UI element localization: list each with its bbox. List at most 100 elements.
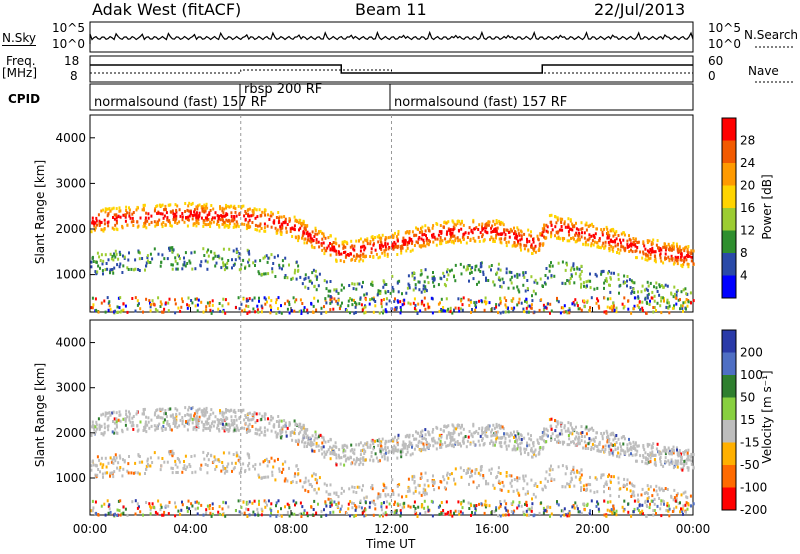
power-point (577, 228, 580, 232)
power-point (161, 224, 164, 228)
velocity-point (532, 444, 535, 448)
power-point (222, 297, 225, 301)
power-point (255, 208, 258, 212)
velocity-point (103, 422, 106, 426)
power-point (157, 296, 160, 300)
power-point (689, 291, 692, 295)
velocity-point (528, 443, 531, 447)
velocity-point (671, 510, 674, 513)
power-point (119, 253, 122, 256)
velocity-point (423, 483, 426, 487)
power-point (314, 274, 317, 278)
velocity-point (458, 423, 461, 427)
velocity-point (586, 487, 588, 491)
power-point (355, 253, 358, 257)
velocity-point (156, 424, 159, 428)
velocity-point (606, 508, 609, 512)
velocity-point (154, 411, 157, 415)
power-point (580, 282, 583, 286)
velocity-point (594, 476, 597, 480)
velocity-point (583, 440, 586, 444)
power-point (166, 257, 169, 261)
velocity-point (307, 441, 310, 445)
power-point (211, 299, 214, 303)
power-point (358, 282, 361, 286)
power-point (636, 304, 639, 308)
power-point (160, 302, 163, 306)
velocity-point (417, 483, 420, 487)
power-point (264, 255, 266, 259)
power-point (646, 253, 649, 257)
power-point (544, 282, 547, 286)
power-point (499, 301, 502, 305)
power-point (218, 225, 221, 229)
power-point (264, 272, 267, 276)
power-point (406, 243, 409, 247)
power-point (542, 303, 545, 307)
power-point (453, 308, 455, 312)
power-point (408, 241, 411, 245)
velocity-point (256, 507, 259, 511)
power-point (468, 264, 471, 268)
power-point (481, 222, 484, 226)
velocity-point (460, 431, 463, 435)
velocity-point (93, 428, 96, 432)
velocity-point (122, 458, 124, 462)
velocity-point (670, 458, 673, 462)
velocity-point (269, 418, 272, 422)
velocity-point (670, 451, 673, 455)
power-point (200, 260, 203, 264)
velocity-point (471, 469, 474, 473)
velocity-point (225, 410, 228, 414)
velocity-point (622, 442, 625, 446)
power-point (556, 298, 559, 302)
power-point (127, 268, 130, 271)
power-point (302, 308, 305, 312)
power-point (684, 255, 687, 259)
velocity-point (308, 443, 311, 447)
power-point (623, 233, 626, 237)
velocity-point (263, 475, 266, 479)
velocity-point (126, 513, 129, 517)
power-point (335, 249, 337, 253)
velocity-point (501, 425, 504, 429)
power-point (136, 303, 139, 307)
power-point (179, 214, 182, 218)
power-point (418, 236, 421, 239)
power-point (252, 212, 255, 216)
power-point (351, 244, 354, 248)
beam-title: Beam 11 (355, 0, 427, 19)
velocity-point (634, 448, 637, 452)
power-point (294, 268, 297, 272)
velocity-point (263, 430, 266, 433)
velocity-point (289, 433, 292, 437)
power-point (298, 309, 301, 313)
velocity-point (190, 455, 193, 458)
power-point (424, 307, 427, 311)
power-point (458, 229, 460, 233)
power-point (91, 296, 94, 300)
velocity-point (539, 446, 542, 449)
power-point (117, 257, 120, 261)
velocity-point (242, 500, 245, 504)
power-point (259, 259, 262, 263)
power-point (408, 284, 411, 287)
power-point (648, 239, 651, 243)
power-point (128, 214, 131, 218)
velocity-point (465, 471, 468, 475)
power-point (414, 286, 417, 290)
power-point (205, 305, 208, 309)
velocity-point (203, 457, 206, 461)
power-point (571, 302, 574, 306)
power-point (227, 259, 230, 262)
velocity-point (162, 513, 165, 517)
power-point (271, 270, 274, 274)
power-point (232, 249, 235, 253)
power-point (550, 223, 553, 227)
power-point (549, 311, 551, 315)
velocity-point (493, 486, 496, 490)
power-point (663, 242, 666, 246)
power-point (147, 216, 150, 220)
velocity-point (206, 471, 209, 475)
power-point (636, 246, 639, 249)
